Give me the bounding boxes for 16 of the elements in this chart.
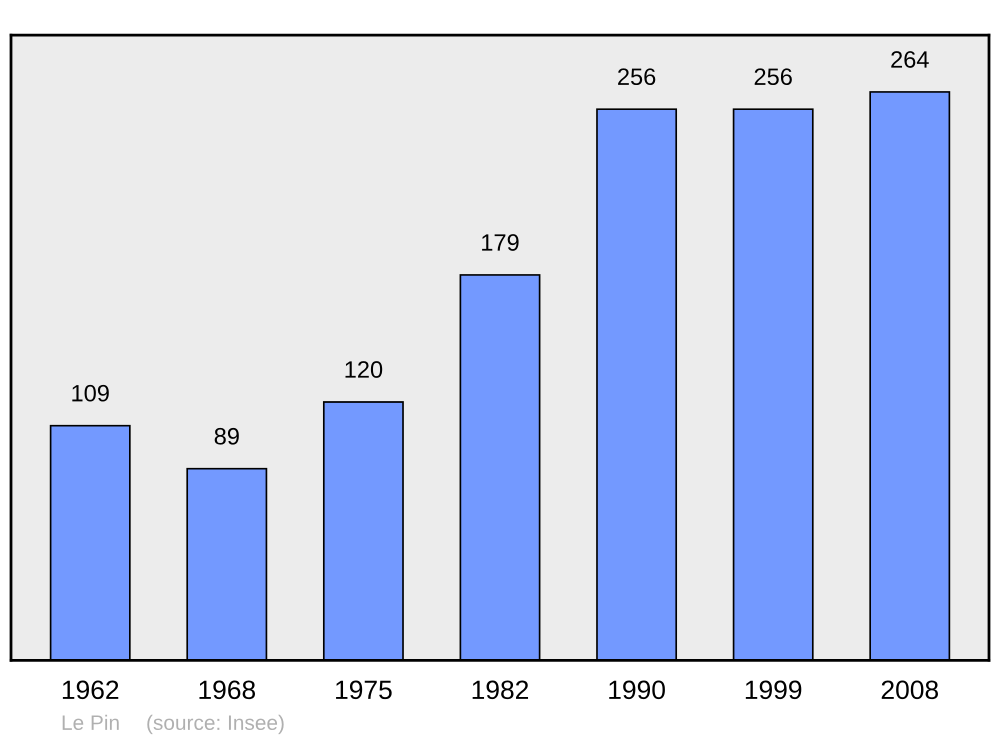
- x-tick-label: 1968: [199, 680, 256, 700]
- data-label: 109: [72, 384, 109, 402]
- data-label: 256: [754, 68, 792, 86]
- text: (source: Insee): [147, 714, 284, 734]
- x-tick-label: 2008: [882, 680, 938, 700]
- x-tick-label: 1982: [472, 680, 528, 700]
- data-label: 179: [482, 234, 519, 251]
- data-label: 89: [214, 428, 239, 445]
- x-tick-label: 1999: [746, 680, 802, 700]
- x-tick-label: 1990: [609, 680, 665, 700]
- data-label: 264: [891, 51, 929, 68]
- x-tick-label: 1962: [62, 680, 118, 700]
- data-label: 120: [346, 361, 382, 378]
- x-tick-label: 1975: [336, 680, 392, 700]
- text: Le Pin: [62, 714, 119, 730]
- data-label: 256: [618, 68, 656, 86]
